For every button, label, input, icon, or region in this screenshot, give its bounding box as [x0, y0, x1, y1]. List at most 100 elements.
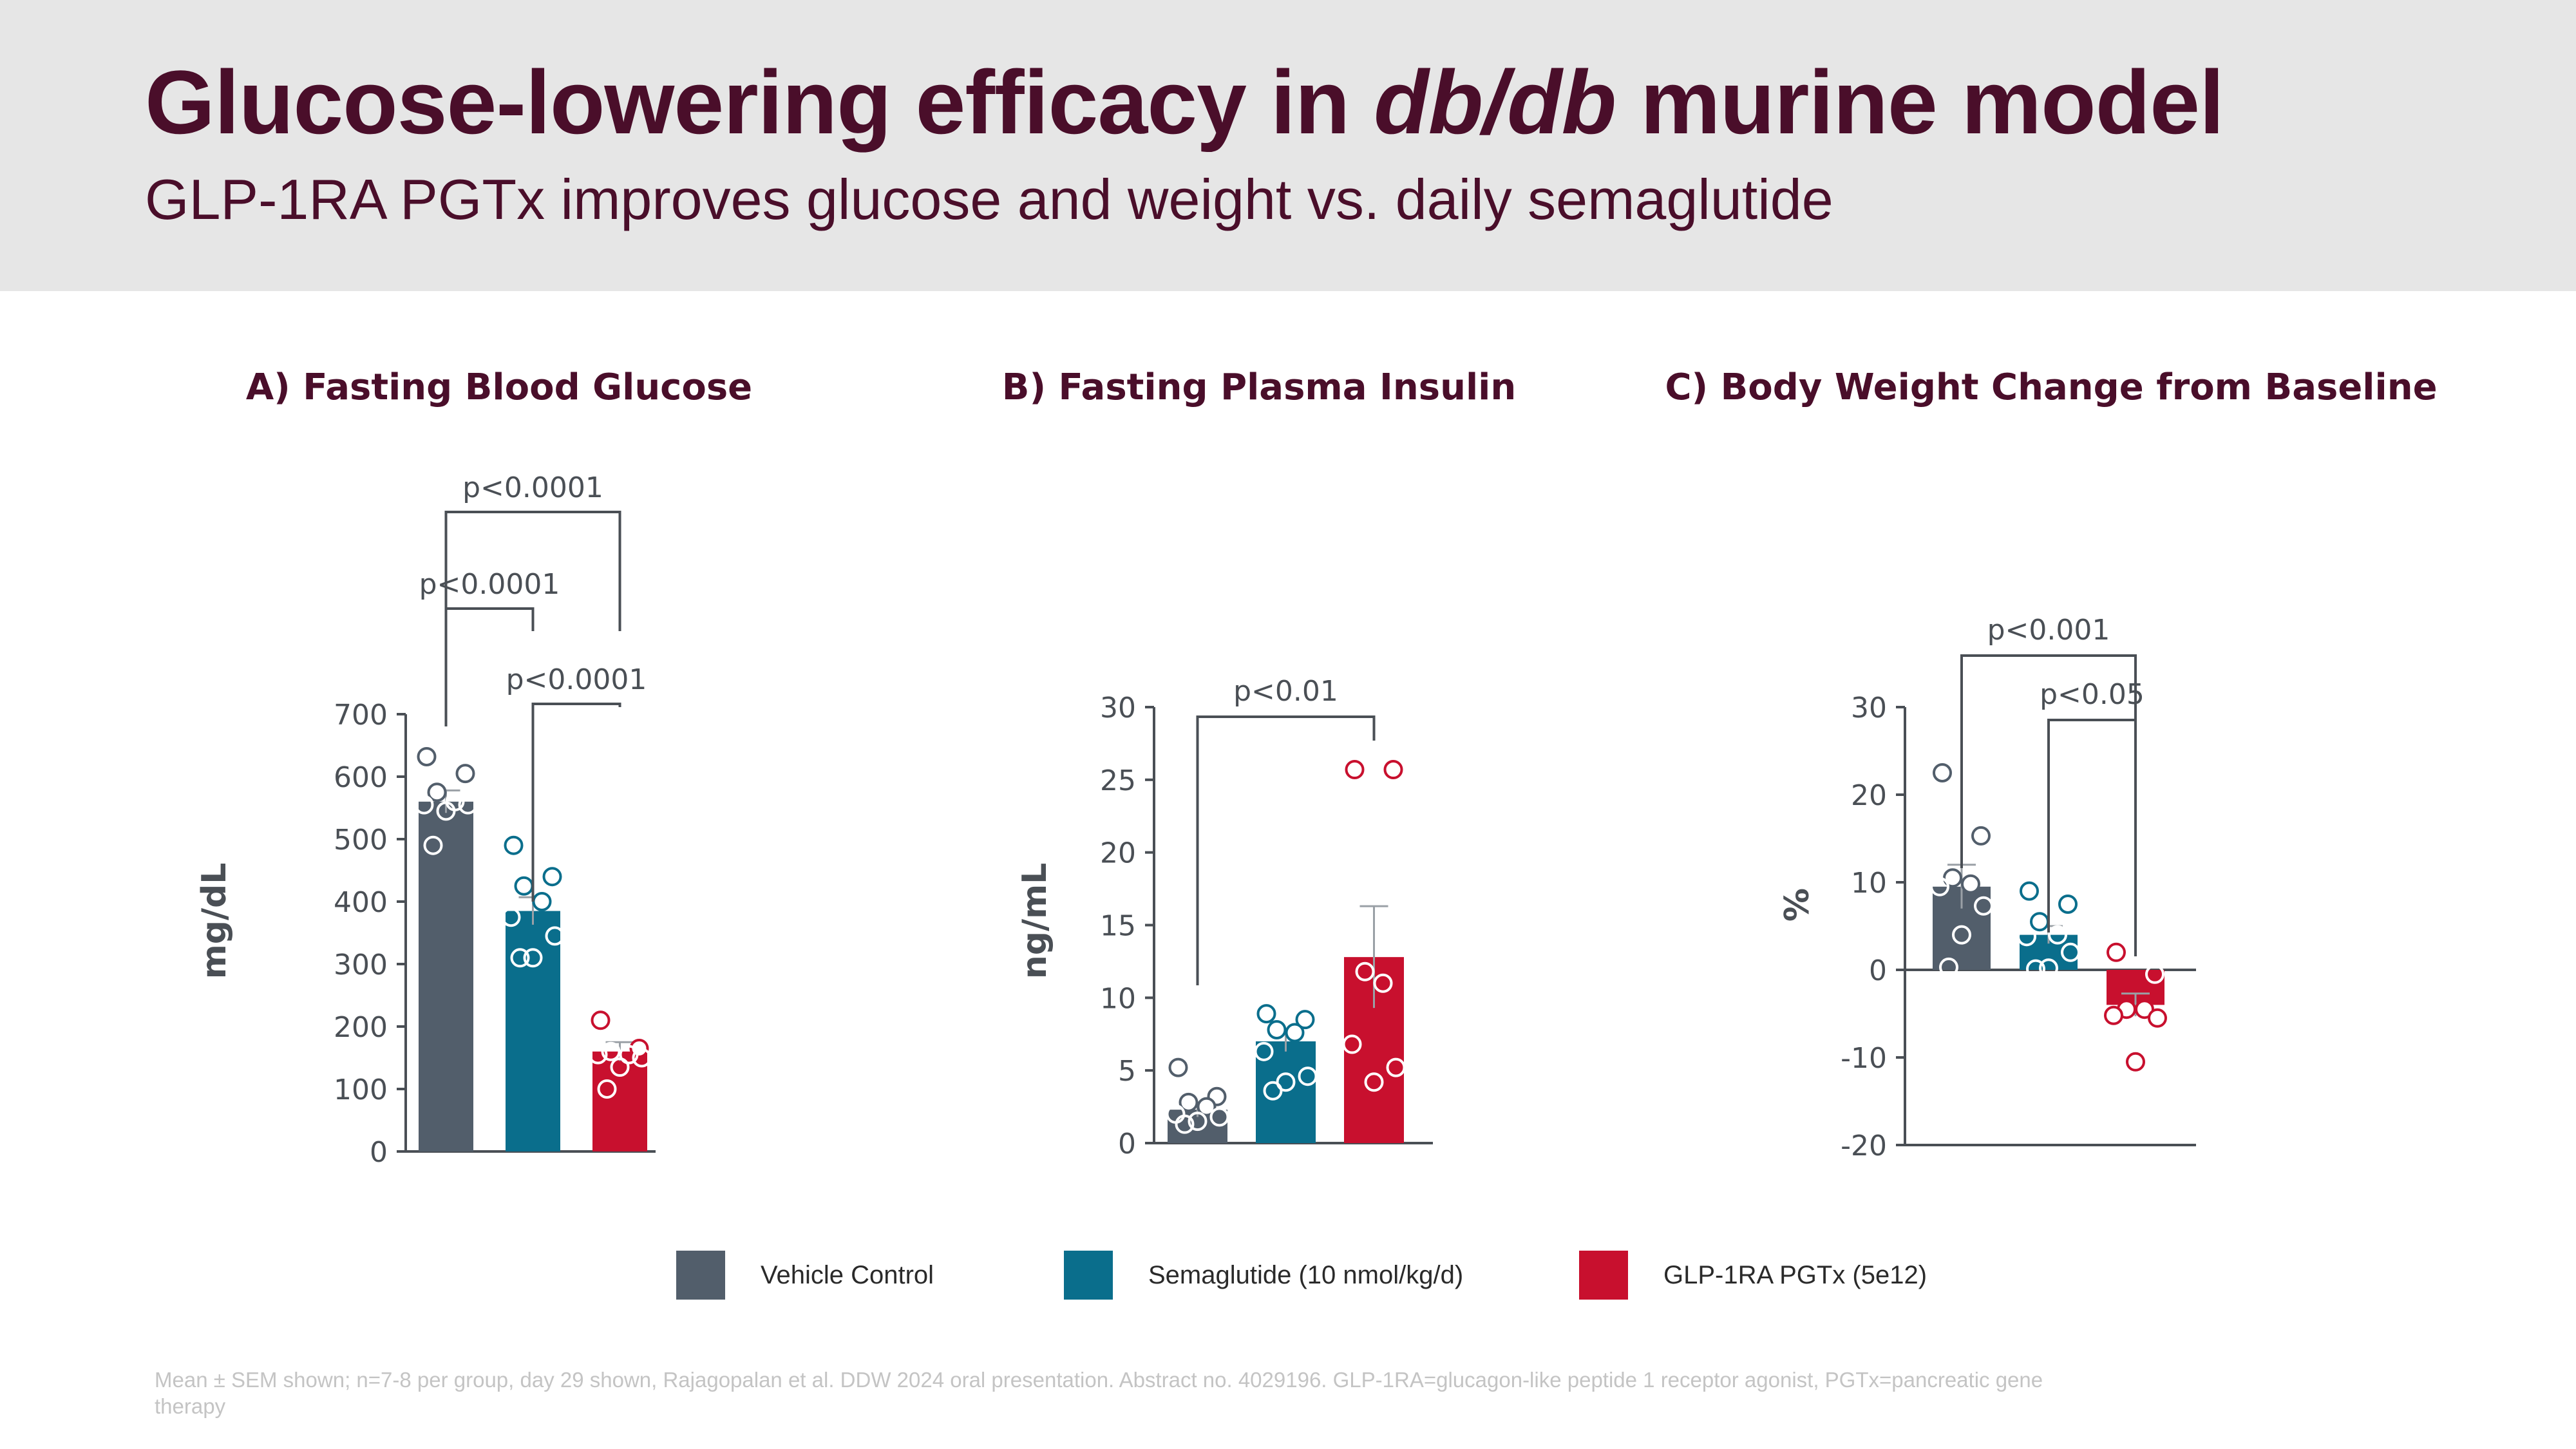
chart-weight: C) Body Weight Change from Baseline -20 -1…	[1665, 366, 2437, 1162]
data-point	[2039, 958, 2058, 978]
data-point	[1209, 1107, 1229, 1127]
p-value-label: p<0.001	[1987, 614, 2110, 647]
data-point	[423, 835, 443, 855]
data-point	[1355, 961, 1375, 981]
data-point	[588, 1045, 608, 1065]
data-point	[2058, 895, 2078, 914]
p-value-label: p<0.01	[1233, 675, 1338, 708]
data-point	[2030, 912, 2049, 932]
data-point	[1175, 1114, 1195, 1134]
data-point	[2026, 959, 2045, 979]
data-point	[2104, 1005, 2123, 1025]
y-tick-label: 700	[334, 699, 388, 732]
legend-item-vehicle: Vehicle Control	[676, 1251, 934, 1300]
data-point	[1254, 1041, 1274, 1061]
data-point	[2135, 999, 2154, 1019]
chart-title: C) Body Weight Change from Baseline	[1665, 366, 2437, 408]
data-point	[1933, 763, 1952, 782]
data-point	[532, 892, 552, 911]
data-point	[1364, 1072, 1384, 1092]
y-axis-label: ng/mL	[1016, 863, 1054, 980]
data-point	[2107, 942, 2126, 962]
y-axis-label: mg/dL	[195, 863, 234, 980]
y-tick-label: 400	[334, 886, 388, 919]
y-tick-label: 20	[1851, 779, 1887, 812]
data-point	[610, 1057, 630, 1077]
significance-bracket	[531, 703, 621, 902]
p-value-label: p<0.0001	[419, 568, 560, 601]
data-point	[632, 1048, 652, 1068]
title-italic-text: db/db	[1374, 52, 1616, 153]
y-tick-label: 25	[1100, 764, 1136, 797]
chart-title: A) Fasting Blood Glucose	[246, 366, 752, 408]
legend-swatch-semaglutide	[1064, 1251, 1113, 1300]
p-value-label: p<0.0001	[506, 663, 647, 696]
data-point	[504, 835, 524, 855]
y-tick-label: 20	[1100, 837, 1136, 870]
data-point	[1168, 1057, 1188, 1077]
data-point	[2126, 1052, 2145, 1072]
data-point	[601, 1041, 621, 1061]
legend-label-vehicle: Vehicle Control	[761, 1260, 934, 1289]
title-text: Glucose-lowering efficacy in	[145, 52, 1374, 153]
data-point	[1342, 1034, 1362, 1054]
legend-item-pgtx: GLP-1RA PGTx (5e12)	[1579, 1251, 1927, 1300]
data-point	[455, 764, 475, 784]
data-point	[1930, 876, 1949, 896]
y-tick-label: 30	[1100, 692, 1136, 724]
footnote: Mean ± SEM shown; n=7-8 per group, day 2…	[155, 1368, 2043, 1419]
p-value-label: p<0.0001	[462, 471, 603, 504]
data-point	[414, 795, 434, 815]
data-point	[2148, 1008, 2167, 1028]
legend-swatch-pgtx	[1579, 1251, 1628, 1300]
y-tick-label: 10	[1100, 982, 1136, 1015]
chart-glucose: A) Fasting Blood Glucose 0 100 200 300 400 500…	[195, 366, 752, 1169]
y-tick-label: 300	[334, 949, 388, 981]
y-tick-label: 600	[334, 761, 388, 794]
data-point	[1373, 973, 1393, 993]
y-tick-label: 0	[1118, 1128, 1136, 1160]
y-tick-label: -10	[1841, 1042, 1887, 1075]
data-point	[427, 782, 447, 802]
p-value-label: p<0.05	[2040, 678, 2145, 711]
data-point	[2020, 881, 2039, 901]
data-point	[523, 948, 543, 968]
legend-label-pgtx: GLP-1RA PGTx (5e12)	[1663, 1260, 1927, 1289]
data-point	[417, 746, 437, 766]
data-point	[1285, 1023, 1305, 1043]
data-point	[2048, 925, 2067, 945]
y-axis-label: %	[1778, 888, 1817, 922]
data-point	[1971, 826, 1991, 846]
data-point	[1179, 1092, 1198, 1112]
y-tick-label: 0	[370, 1136, 388, 1169]
y-tick-label: -20	[1841, 1130, 1887, 1162]
bar-1	[506, 911, 560, 1151]
bar-0	[419, 801, 473, 1151]
y-tick-label: 200	[334, 1011, 388, 1044]
data-point	[619, 1045, 639, 1065]
header-banner: Glucose-lowering efficacy in db/db murin…	[0, 0, 2576, 291]
legend-item-semaglutide: Semaglutide (10 nmol/kg/d)	[1064, 1251, 1463, 1300]
data-point	[1974, 896, 1993, 916]
legend-swatch-vehicle	[676, 1251, 725, 1300]
data-point	[1383, 760, 1403, 780]
title-text-end: murine model	[1616, 52, 2224, 153]
data-point	[591, 1010, 611, 1030]
data-point	[1197, 1097, 1217, 1117]
chart-insulin: B) Fasting Plasma Insulin 0 5 10 15 20 25 30 ng/…	[1002, 366, 1516, 1160]
data-point	[2061, 942, 2080, 962]
y-tick-label: 500	[334, 824, 388, 857]
data-point	[501, 907, 521, 927]
data-point	[458, 795, 478, 815]
bar-2	[592, 1051, 647, 1151]
significance-bracket	[1196, 715, 1376, 985]
y-tick-label: 15	[1100, 910, 1136, 943]
page-title: Glucose-lowering efficacy in db/db murin…	[145, 53, 2224, 152]
data-point	[1295, 1010, 1315, 1030]
data-point	[1952, 925, 1971, 945]
data-point	[1267, 1019, 1287, 1039]
data-point	[1345, 760, 1365, 780]
y-tick-label: 5	[1118, 1055, 1136, 1088]
legend-label-semaglutide: Semaglutide (10 nmol/kg/d)	[1148, 1260, 1464, 1289]
